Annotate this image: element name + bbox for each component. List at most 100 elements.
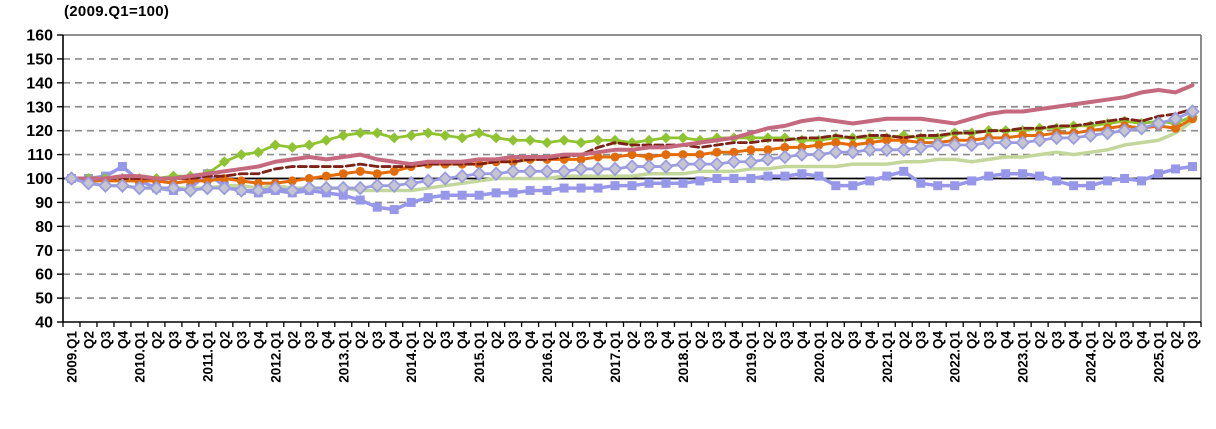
marker-diamond xyxy=(675,156,691,172)
marker-diamond xyxy=(573,161,589,177)
x-tick-label: Q2 xyxy=(1033,331,1048,349)
marker-diamond xyxy=(98,178,113,193)
marker-diamond xyxy=(930,137,946,153)
x-tick-label: 2018.Q1 xyxy=(676,331,691,383)
x-tick-label: Q2 xyxy=(489,331,504,349)
x-tick-label: Q3 xyxy=(778,331,793,350)
marker-square xyxy=(848,181,858,191)
x-tick-label: Q3 xyxy=(710,331,725,350)
x-tick-label: Q3 xyxy=(302,331,317,350)
marker-circle xyxy=(678,150,688,160)
marker-square xyxy=(882,171,892,181)
marker-square xyxy=(355,195,365,205)
marker-square xyxy=(1171,164,1181,174)
marker-diamond xyxy=(981,135,996,150)
marker-diamond xyxy=(624,159,640,174)
series-rose-line xyxy=(69,83,1195,181)
x-tick-label: Q2 xyxy=(897,331,912,349)
x-tick-label: Q2 xyxy=(149,331,164,349)
marker-diamond xyxy=(541,137,553,149)
marker-square xyxy=(1120,174,1130,183)
x-tick-label: 2019.Q1 xyxy=(744,331,759,383)
marker-square xyxy=(780,171,790,181)
marker-circle xyxy=(338,169,348,179)
y-tick-label: 120 xyxy=(26,123,53,140)
marker-diamond xyxy=(896,142,912,158)
marker-square xyxy=(729,174,739,183)
marker-circle xyxy=(831,138,841,148)
marker-diamond xyxy=(302,180,317,196)
marker-diamond xyxy=(386,178,402,193)
x-tick-label: Q4 xyxy=(523,331,538,350)
x-tick-label: Q3 xyxy=(166,331,181,350)
marker-square xyxy=(457,190,467,200)
marker-circle xyxy=(610,152,620,162)
marker-diamond xyxy=(677,132,689,144)
chart-title: (2009.Q1=100) xyxy=(64,3,170,20)
x-tick-label: Q2 xyxy=(353,331,368,349)
marker-diamond xyxy=(371,127,383,139)
marker-diamond xyxy=(132,180,147,196)
marker-square xyxy=(899,166,909,176)
marker-diamond xyxy=(794,147,810,162)
marker-circle xyxy=(712,147,722,157)
marker-diamond xyxy=(286,141,298,153)
marker-diamond xyxy=(1185,104,1200,119)
marker-square xyxy=(1086,181,1096,191)
x-tick-label: Q4 xyxy=(863,331,878,350)
marker-circle xyxy=(780,142,790,152)
x-tick-label: Q3 xyxy=(574,331,589,350)
marker-diamond xyxy=(1032,132,1047,148)
marker-diamond xyxy=(726,154,742,170)
marker-circle xyxy=(695,150,705,160)
marker-diamond xyxy=(779,132,791,144)
marker-diamond xyxy=(369,178,385,193)
marker-diamond xyxy=(269,139,281,151)
marker-diamond xyxy=(692,156,708,172)
x-tick-label: Q3 xyxy=(1050,331,1065,350)
marker-square xyxy=(440,190,450,200)
marker-diamond xyxy=(1168,111,1183,126)
x-tick-label: Q2 xyxy=(217,331,232,349)
y-tick-label: 140 xyxy=(26,75,53,92)
x-tick-label: Q3 xyxy=(506,331,521,350)
marker-diamond xyxy=(439,129,451,141)
marker-diamond xyxy=(335,180,351,196)
marker-square xyxy=(1154,169,1164,179)
marker-diamond xyxy=(166,180,181,196)
marker-diamond xyxy=(558,134,570,146)
marker-square xyxy=(695,176,705,186)
marker-diamond xyxy=(405,129,417,141)
x-tick-label: Q4 xyxy=(319,331,334,350)
y-tick-label: 110 xyxy=(27,147,53,164)
marker-circle xyxy=(627,150,637,160)
x-tick-label: Q2 xyxy=(761,331,776,349)
marker-diamond xyxy=(641,159,657,174)
marker-diamond xyxy=(1066,130,1081,146)
marker-diamond xyxy=(488,166,504,181)
marker-square xyxy=(372,202,382,212)
marker-square xyxy=(1103,176,1113,186)
marker-diamond xyxy=(828,144,844,160)
marker-circle xyxy=(576,154,586,164)
marker-diamond xyxy=(285,183,300,198)
marker-diamond xyxy=(592,134,604,146)
marker-diamond xyxy=(252,146,264,158)
marker-circle xyxy=(304,174,314,183)
marker-circle xyxy=(372,169,382,179)
x-tick-label: Q2 xyxy=(1101,331,1116,349)
marker-diamond xyxy=(539,164,555,179)
marker-diamond xyxy=(760,152,776,167)
marker-diamond xyxy=(1049,130,1064,146)
marker-diamond xyxy=(879,142,895,158)
marker-square xyxy=(916,178,926,188)
marker-square xyxy=(474,190,484,200)
marker-square xyxy=(712,174,722,183)
marker-square xyxy=(814,171,824,181)
marker-diamond xyxy=(947,137,962,153)
marker-diamond xyxy=(115,178,130,193)
marker-diamond xyxy=(388,132,400,144)
marker-square xyxy=(576,183,586,193)
